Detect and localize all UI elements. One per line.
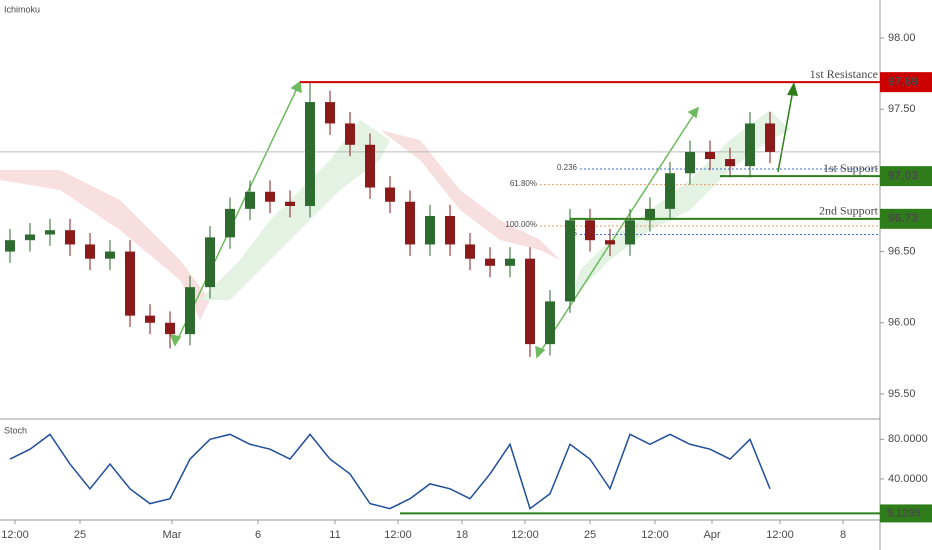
level-label: 2nd Support: [819, 204, 879, 218]
projection-arrow: [777, 82, 798, 173]
candle-body: [165, 322, 175, 335]
y-tick-label: 96.00: [888, 317, 916, 329]
cloud-bear: [0, 170, 210, 320]
candle-body: [625, 220, 635, 245]
arrow-head: [787, 82, 798, 96]
candle-body: [285, 201, 295, 207]
candle-body: [645, 208, 655, 221]
x-tick-label: 11: [329, 529, 340, 541]
level-price: 96.73: [888, 211, 918, 225]
candle-body: [105, 251, 115, 259]
candle-body: [705, 151, 715, 160]
indicator-label: Ichimoku: [4, 4, 40, 14]
candle-body: [185, 287, 195, 335]
candle-body: [405, 201, 415, 245]
level-price-box: [880, 72, 932, 93]
candle-body: [505, 258, 515, 266]
x-tick-label: 6: [255, 529, 261, 541]
x-tick-label: 8: [840, 529, 846, 541]
candle-body: [245, 191, 255, 209]
stoch-label: Stoch: [4, 425, 27, 435]
candle-body: [205, 237, 215, 288]
level-price: 97.69: [888, 74, 918, 88]
arrow-head: [535, 345, 546, 359]
candle-body: [385, 187, 395, 202]
x-tick-label: 12:00: [766, 529, 794, 541]
stoch-level-value: 5.1295: [887, 507, 921, 519]
fib-label: 100.00%: [505, 220, 537, 229]
candle-body: [365, 144, 375, 188]
arrow-head: [169, 333, 182, 347]
candle-body: [585, 220, 595, 241]
y-tick-label: 97.50: [888, 103, 916, 115]
candle-body: [25, 234, 35, 241]
level-price-box: [880, 166, 932, 187]
arrow-head: [687, 106, 700, 119]
level-price-box: [880, 208, 932, 229]
cloud-bear: [380, 130, 560, 260]
ichimoku-cloud: [0, 110, 790, 320]
x-tick-label: Apr: [703, 529, 720, 541]
level-label: 1st Resistance: [810, 67, 878, 81]
y-tick-label: 98.00: [888, 32, 916, 44]
stoch-tick-label: 80.0000: [888, 433, 928, 445]
stoch-tick-label: 40.0000: [888, 473, 928, 485]
candle-body: [265, 191, 275, 202]
candle-body: [545, 301, 555, 345]
candle-body: [225, 208, 235, 238]
x-tick-label: 25: [74, 529, 86, 541]
y-tick-label: 96.50: [888, 245, 916, 257]
arrow-head: [290, 80, 302, 94]
cloud-bull: [570, 110, 790, 300]
candle-body: [765, 123, 775, 152]
candle-body: [465, 244, 475, 259]
candle-body: [5, 240, 15, 252]
candle-body: [685, 151, 695, 174]
candle-body: [485, 258, 495, 266]
level-price: 97.03: [888, 168, 918, 182]
candle-body: [445, 215, 455, 245]
candle-body: [45, 230, 55, 235]
x-tick-label: 12:00: [641, 529, 669, 541]
candle-body: [305, 102, 315, 207]
candle-body: [345, 123, 355, 145]
x-tick-label: 12:00: [1, 529, 29, 541]
candle-body: [605, 240, 615, 245]
candle-body: [565, 220, 575, 302]
candle-body: [425, 215, 435, 245]
trend-arrows: [169, 80, 700, 359]
candle-body: [145, 315, 155, 323]
x-tick-label: 18: [456, 529, 468, 541]
candle-body: [665, 173, 675, 209]
candle-body: [325, 102, 335, 124]
y-tick-label: 95.50: [888, 388, 916, 400]
candle-body: [525, 258, 535, 345]
x-tick-label: 12:00: [384, 529, 412, 541]
fib-label: 0.236: [557, 163, 578, 172]
candle-body: [745, 123, 755, 167]
trend-arrow: [174, 81, 301, 346]
level-label: 1st Support: [823, 161, 879, 175]
stoch-level-box: [880, 504, 932, 523]
x-tick-label: 12:00: [511, 529, 539, 541]
cloud-bull: [200, 120, 390, 300]
candle-body: [125, 251, 135, 316]
candle-body: [725, 159, 735, 167]
candle-body: [85, 244, 95, 259]
candle-body: [65, 230, 75, 245]
x-tick-label: 25: [584, 529, 596, 541]
stoch-line: [9, 433, 771, 510]
fib-label: 61.80%: [510, 179, 537, 188]
trend-arrow: [536, 107, 699, 358]
projection-line: [777, 89, 794, 173]
x-tick-label: Mar: [163, 529, 182, 541]
